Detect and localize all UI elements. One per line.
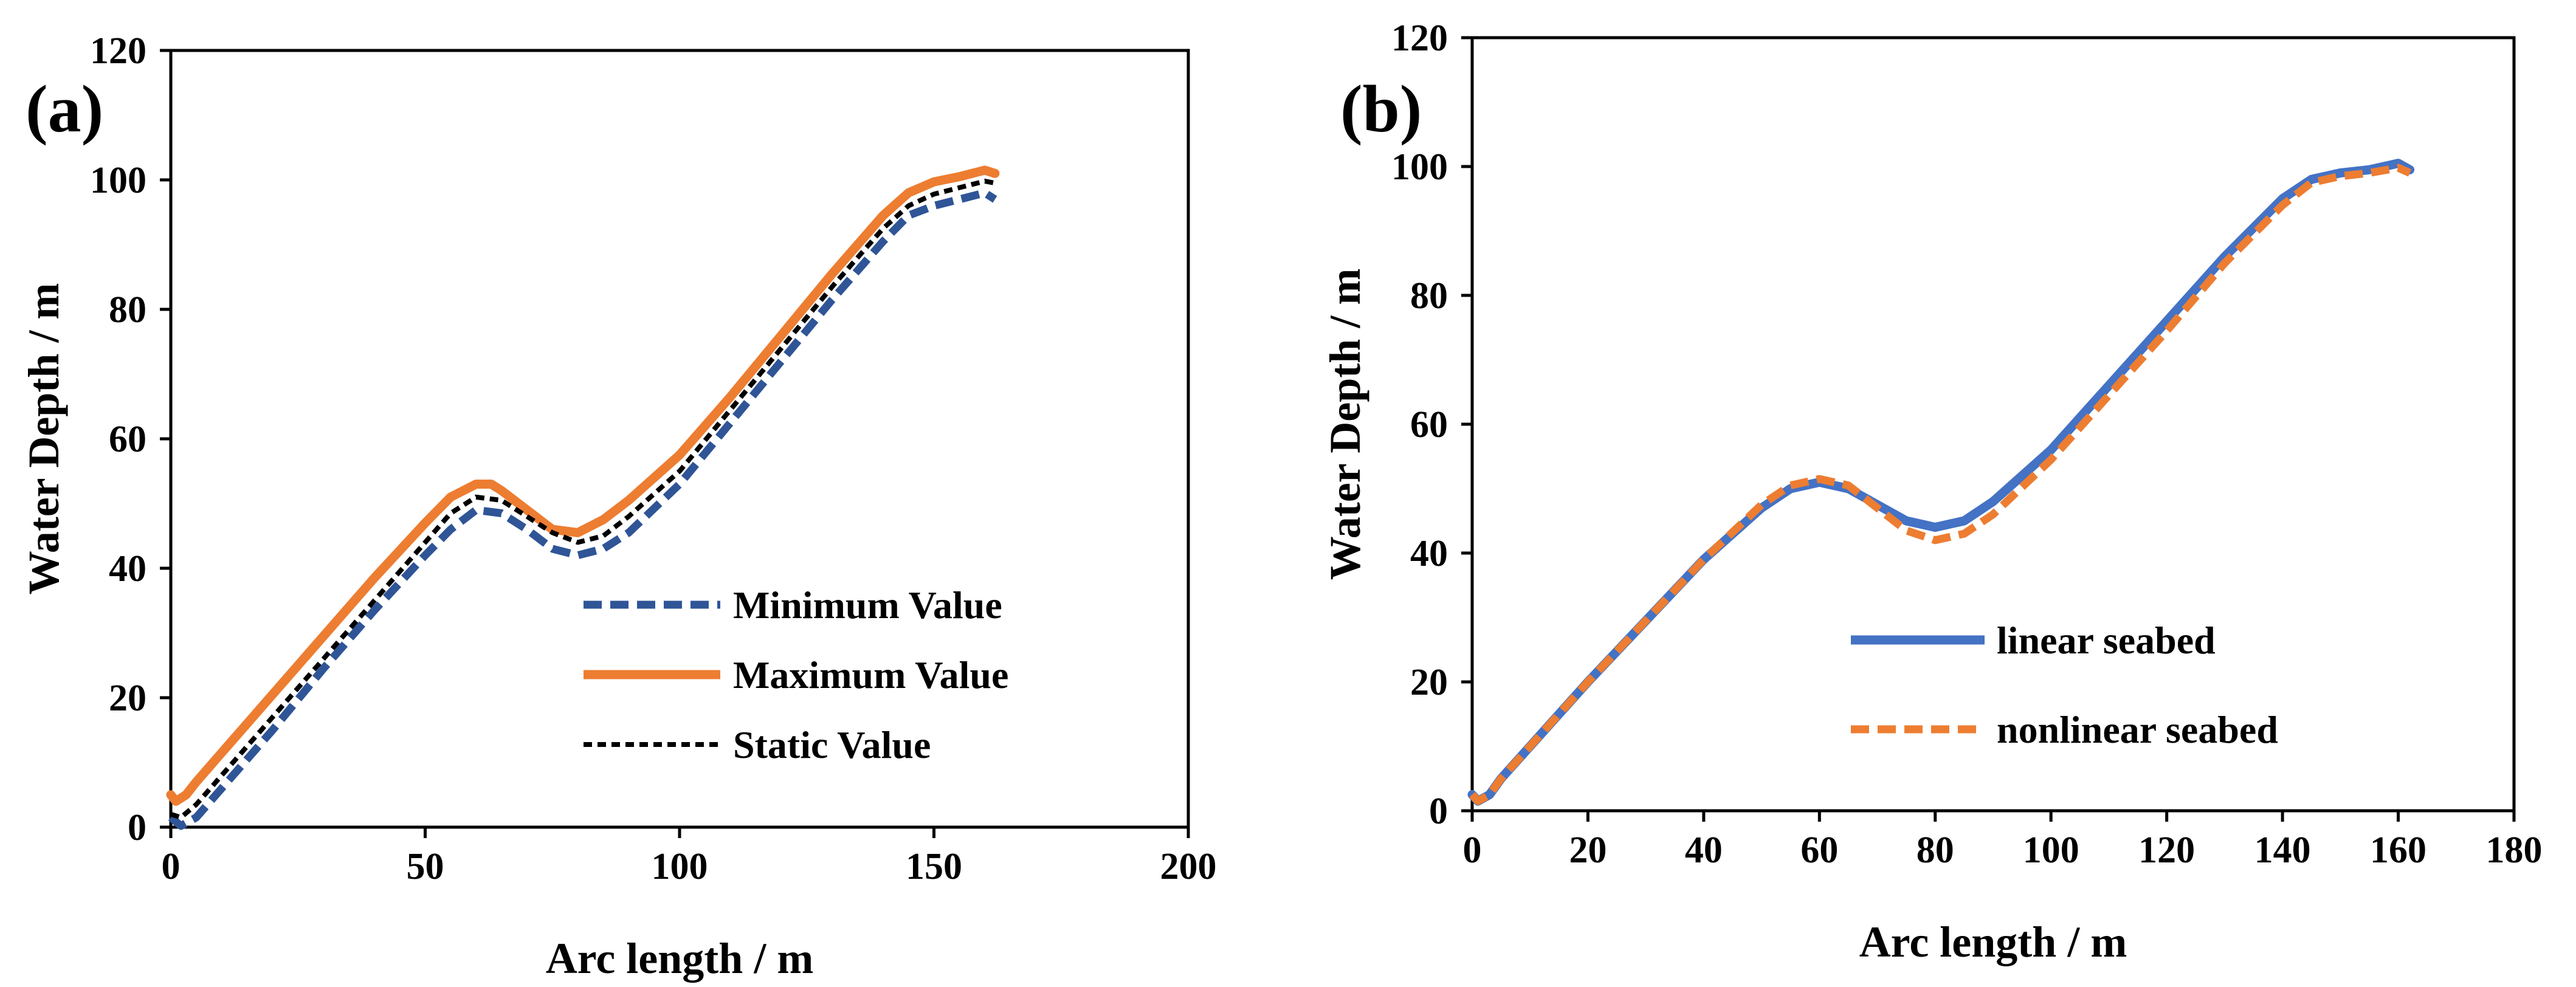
y-tick-label: 100 (90, 160, 146, 201)
y-tick-label: 40 (1410, 533, 1448, 574)
plot-area-frame (169, 49, 1190, 829)
chart-panel-a: 0 50 100 150 200 0 20 40 60 80 100 120 Arc length / … (19, 30, 1217, 983)
x-tick-label: 80 (1917, 830, 1954, 871)
x-tick-label: 150 (906, 846, 962, 887)
legend-label: Minimum Value (733, 583, 1002, 627)
y-axis-label: Water Depth / m (1321, 269, 1369, 580)
x-axis-label: Arc length / m (546, 934, 814, 983)
series-line-maximum-value (166, 165, 1000, 806)
y-tick-label: 120 (90, 30, 146, 72)
y-tick-label: 0 (128, 807, 146, 848)
x-tick-label: 140 (2254, 830, 2311, 871)
series-line-static-value (170, 179, 996, 820)
x-tick-label: 160 (2370, 830, 2426, 871)
legend-label: Maximum Value (733, 653, 1008, 696)
y-tick-label: 60 (109, 419, 146, 460)
plot-area-frame (1470, 36, 2516, 813)
x-tick-label: 120 (2138, 830, 2195, 871)
legend-label: nonlinear seabed (1997, 708, 2278, 751)
x-tick-label: 100 (2023, 830, 2079, 871)
y-tick-label: 80 (1410, 275, 1448, 317)
y-tick-label: 80 (109, 289, 146, 331)
y-axis-label: Water Depth / m (19, 283, 68, 595)
legend: Minimum Value Maximum Value Static Value (584, 583, 1008, 766)
legend: linear seabed nonlinear seabed (1851, 619, 2278, 751)
x-tick-label: 40 (1685, 830, 1723, 871)
x-tick-label: 20 (1569, 830, 1607, 871)
panel-label: (a) (26, 72, 103, 146)
legend-label: linear seabed (1997, 619, 2216, 662)
x-tick-label: 50 (407, 846, 444, 887)
panel-label: (b) (1340, 72, 1422, 146)
x-axis-label: Arc length / m (1859, 918, 2127, 966)
series-line-minimum-value (168, 188, 997, 830)
y-tick-label: 60 (1410, 404, 1448, 445)
x-tick-label: 200 (1160, 846, 1217, 887)
x-tick-label: 0 (162, 846, 181, 887)
series-line-linear-seabed (1467, 159, 2415, 806)
y-tick-label: 20 (1410, 662, 1448, 703)
chart-panel-b: 0 20 40 60 80 100 120 140 160 180 0 20 40 60 80 100 120 A… (1321, 18, 2543, 966)
series-line-nonlinear-seabed (1469, 163, 2412, 805)
y-tick-label: 40 (109, 548, 146, 590)
x-tick-label: 180 (2486, 830, 2543, 871)
y-tick-label: 20 (109, 678, 146, 719)
y-tick-label: 100 (1391, 146, 1448, 188)
x-tick-label: 0 (1463, 830, 1482, 871)
y-tick-label: 120 (1391, 18, 1448, 59)
x-tick-label: 60 (1800, 830, 1838, 871)
y-tick-label: 0 (1429, 791, 1448, 832)
legend-label: Static Value (733, 723, 931, 766)
x-tick-label: 100 (652, 846, 708, 887)
